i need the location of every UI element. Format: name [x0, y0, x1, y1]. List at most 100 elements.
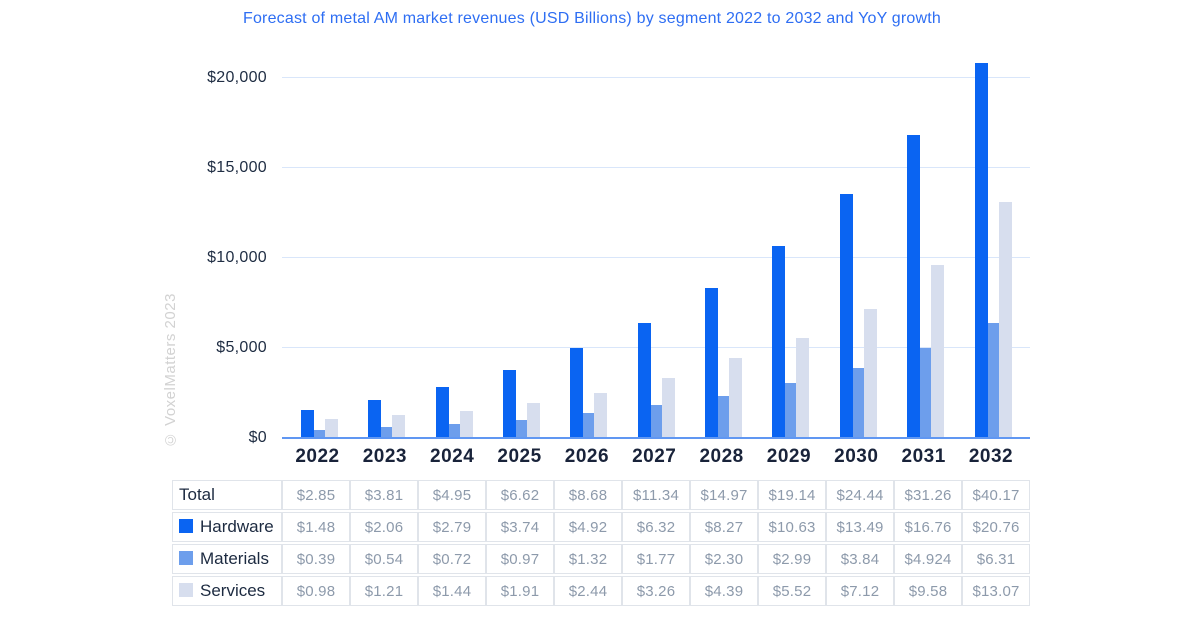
table-row-total: Total $2.85 $3.81 $4.95 $6.62 $8.68 $11.34 $14.… [172, 480, 1030, 510]
x-tick-label-2025: 2025 [497, 446, 542, 467]
value-cell-total-2027: $11.34 [622, 480, 690, 510]
legend-swatch-materials-icon [179, 551, 193, 565]
bar-services-2026 [594, 393, 608, 437]
value-cell-total-2032: $40.17 [962, 480, 1030, 510]
value-cell-total-2025: $6.62 [486, 480, 554, 510]
value-cell-services-2022: $0.98 [282, 576, 350, 606]
chart-title: Forecast of metal AM market revenues (US… [242, 10, 942, 27]
table-row-services: Services $0.98 $1.21 $1.44 $1.91 $2.44 $3.26 $4… [172, 576, 1030, 606]
x-tick-label-2027: 2027 [632, 446, 677, 467]
bar-group-2028 [705, 288, 743, 437]
bar-materials-2025 [516, 420, 528, 437]
x-tick-label-2032: 2032 [968, 446, 1014, 467]
bar-group-2027 [637, 323, 675, 437]
bar-hardware-2025 [503, 370, 517, 437]
bar-hardware-2031 [907, 135, 921, 437]
bar-materials-2027 [650, 405, 662, 437]
bar-services-2030 [863, 309, 877, 437]
bar-group-2025 [503, 370, 541, 437]
value-cell-materials-2029: $2.99 [758, 544, 826, 574]
x-tick-label-2023: 2023 [362, 446, 407, 467]
x-tick-label-2028: 2028 [699, 446, 744, 467]
x-tick-label-2031: 2031 [901, 446, 946, 467]
x-tick-label-2030: 2030 [834, 446, 879, 467]
data-table: Total $2.85 $3.81 $4.95 $6.62 $8.68 $11.34 $14.… [172, 478, 1030, 608]
bar-group-2032 [974, 63, 1012, 437]
value-cell-hardware-2029: $10.63 [758, 512, 826, 542]
bar-services-2029 [796, 338, 810, 437]
bar-hardware-2023 [368, 400, 382, 437]
value-cell-materials-2030: $3.84 [826, 544, 894, 574]
value-cell-materials-2031: $4.924 [894, 544, 962, 574]
value-cell-hardware-2030: $13.49 [826, 512, 894, 542]
row-label-materials: Materials [172, 544, 282, 574]
bar-services-2027 [661, 378, 675, 437]
bar-materials-2032 [987, 323, 999, 437]
value-cell-services-2023: $1.21 [350, 576, 418, 606]
bar-hardware-2024 [435, 387, 449, 437]
value-cell-total-2031: $31.26 [894, 480, 962, 510]
bar-hardware-2026 [570, 348, 584, 437]
value-cell-total-2029: $19.14 [758, 480, 826, 510]
row-label-hardware: Hardware [172, 512, 282, 542]
bar-materials-2024 [448, 424, 460, 437]
legend-swatch-services-icon [179, 583, 193, 597]
bar-hardware-2030 [839, 194, 853, 437]
bar-services-2031 [931, 265, 945, 437]
bar-services-2032 [998, 202, 1012, 437]
bar-group-2022 [301, 410, 338, 437]
bar-services-2024 [459, 411, 473, 437]
value-cell-materials-2028: $2.30 [690, 544, 758, 574]
bar-materials-2030 [852, 368, 864, 437]
value-cell-services-2025: $1.91 [486, 576, 554, 606]
y-tick-label: $5,000 [216, 339, 267, 356]
bar-materials-2031 [920, 348, 932, 437]
value-cell-materials-2032: $6.31 [962, 544, 1030, 574]
value-cell-materials-2023: $0.54 [350, 544, 418, 574]
bar-materials-2029 [785, 383, 797, 437]
value-cell-hardware-2023: $2.06 [350, 512, 418, 542]
x-tick-label-2022: 2022 [295, 446, 340, 467]
x-tick-label-2029: 2029 [766, 446, 812, 467]
bar-hardware-2032 [974, 63, 988, 437]
value-cell-services-2026: $2.44 [554, 576, 622, 606]
value-cell-materials-2022: $0.39 [282, 544, 350, 574]
value-cell-materials-2027: $1.77 [622, 544, 690, 574]
y-tick-label: $20,000 [207, 69, 267, 86]
bar-services-2023 [392, 415, 406, 437]
value-cell-hardware-2022: $1.48 [282, 512, 350, 542]
value-cell-hardware-2026: $4.92 [554, 512, 622, 542]
plot-area [282, 55, 1030, 439]
bar-group-2026 [570, 348, 608, 437]
y-tick-label: $10,000 [207, 249, 267, 266]
bar-materials-2022 [314, 430, 325, 437]
value-cell-hardware-2031: $16.76 [894, 512, 962, 542]
x-axis: 2022 2023 2024 2025 2026 2027 2028 2029 2030 2031… [282, 446, 1030, 472]
value-cell-hardware-2024: $2.79 [418, 512, 486, 542]
value-cell-materials-2024: $0.72 [418, 544, 486, 574]
bar-materials-2023 [381, 427, 393, 437]
row-label-total: Total [172, 480, 282, 510]
table-row-materials: Materials $0.39 $0.54 $0.72 $0.97 $1.32 $1.77 $… [172, 544, 1030, 574]
bar-hardware-2029 [772, 246, 786, 437]
bar-materials-2026 [583, 413, 595, 437]
y-axis: $0 $5,000 $10,000 $15,000 $20,000 [150, 55, 267, 446]
bar-group-2024 [435, 387, 473, 437]
value-cell-total-2026: $8.68 [554, 480, 622, 510]
value-cell-services-2029: $5.52 [758, 576, 826, 606]
bar-materials-2028 [718, 396, 730, 437]
bar-group-2031 [907, 135, 945, 437]
value-cell-services-2032: $13.07 [962, 576, 1030, 606]
value-cell-hardware-2025: $3.74 [486, 512, 554, 542]
x-tick-label-2026: 2026 [564, 446, 610, 467]
value-cell-services-2031: $9.58 [894, 576, 962, 606]
bar-services-2025 [527, 403, 541, 437]
bar-hardware-2028 [705, 288, 719, 437]
value-cell-hardware-2027: $6.32 [622, 512, 690, 542]
bar-group-2029 [772, 246, 810, 437]
value-cell-total-2030: $24.44 [826, 480, 894, 510]
gridline [282, 257, 1030, 258]
bar-hardware-2022 [301, 410, 314, 437]
value-cell-hardware-2028: $8.27 [690, 512, 758, 542]
